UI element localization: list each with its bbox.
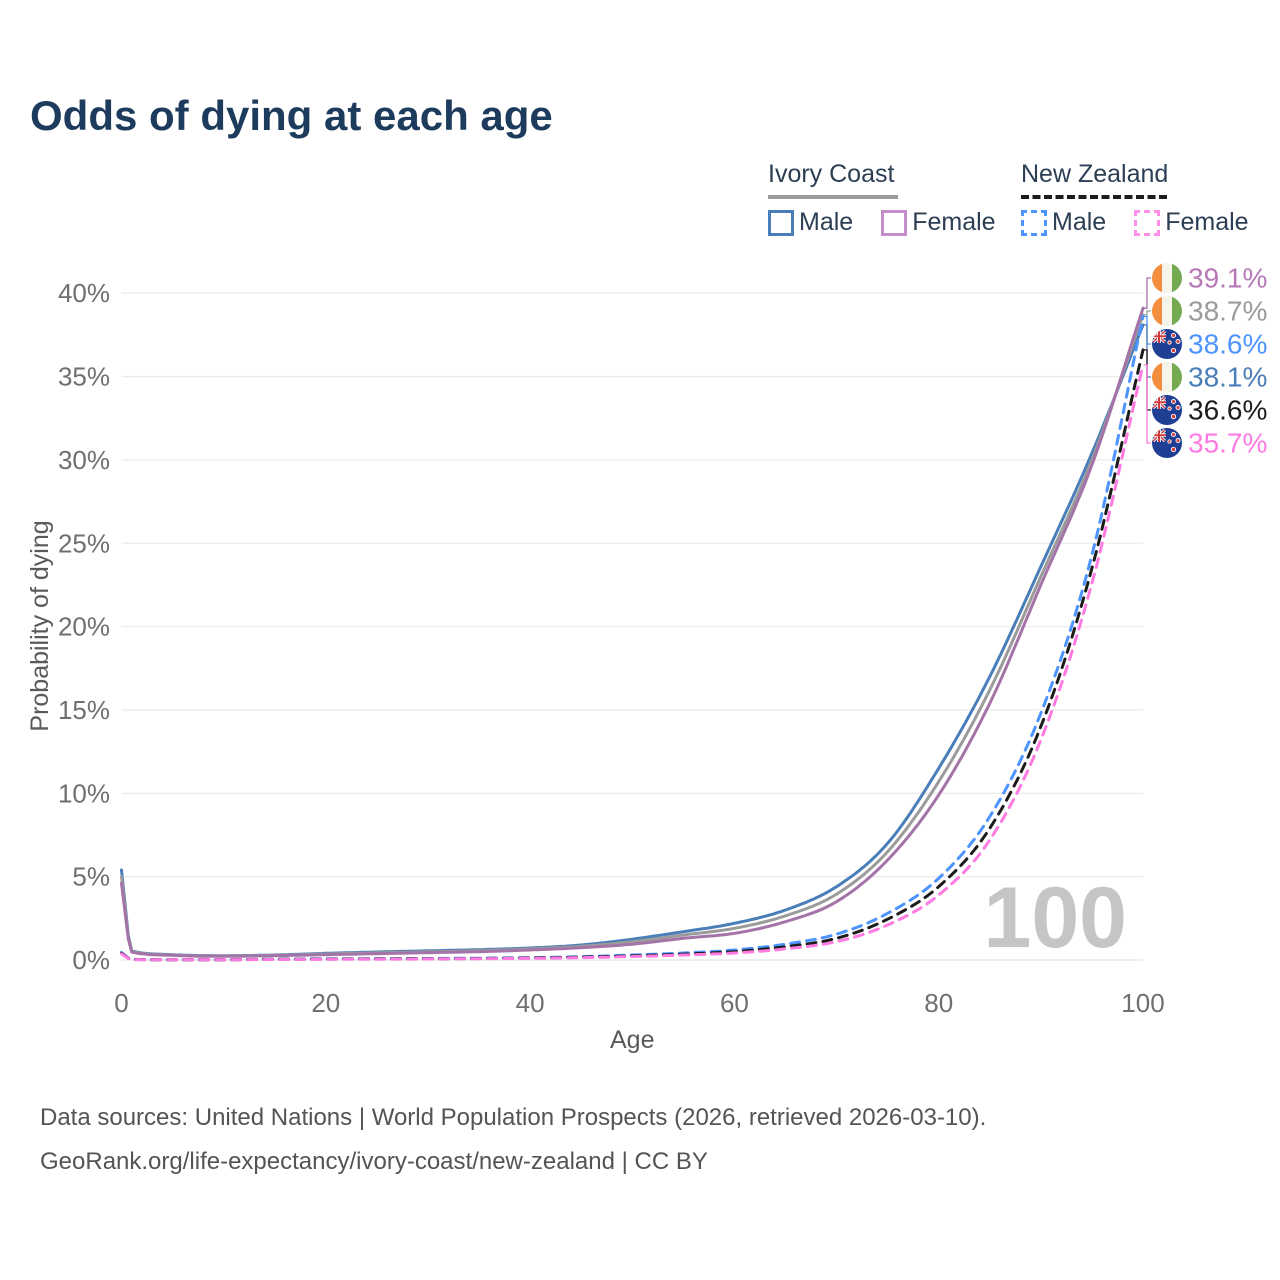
y-tick-label: 40%	[58, 278, 110, 308]
legend-item-new-zealand-male[interactable]: Male	[1021, 208, 1106, 237]
legend-item-ivory-coast-female[interactable]: Female	[881, 208, 996, 237]
x-tick-label: 0	[114, 988, 128, 1018]
new-zealand-flag-icon	[1152, 428, 1182, 458]
legend-item-new-zealand-female[interactable]: Female	[1134, 208, 1249, 237]
series-line-nz_both	[120, 348, 1145, 962]
watermark: 100	[984, 870, 1128, 966]
legend-underline-ivory-coast	[768, 195, 898, 199]
legend-item-label: Male	[1052, 208, 1107, 236]
ivory-coast-flag-icon	[1152, 362, 1182, 392]
x-axis-title: Age	[610, 1026, 654, 1054]
x-tick-label: 100	[1121, 988, 1164, 1018]
x-tick-label: 80	[924, 988, 953, 1018]
footer-attribution: GeoRank.org/life-expectancy/ivory-coast/…	[40, 1148, 708, 1175]
legend-group-new-zealand: New Zealand Male Female	[1021, 160, 1249, 237]
legend-country-ivory-coast: Ivory Coast	[768, 160, 895, 188]
end-label-value: 38.7%	[1188, 296, 1267, 327]
end-label-value: 39.1%	[1188, 263, 1267, 294]
end-label-leader	[1143, 364, 1151, 444]
footer-data-sources: Data sources: United Nations | World Pop…	[40, 1104, 987, 1131]
new-zealand-male-swatch-icon	[1021, 209, 1047, 236]
series-line-ic_male	[120, 323, 1145, 958]
ivory-coast-flag-icon	[1152, 263, 1182, 293]
x-tick-label: 20	[311, 988, 340, 1018]
footer: Data sources: United Nations | World Pop…	[40, 1096, 986, 1184]
watermark-age-label: 100	[984, 870, 1128, 966]
y-tick-label: 30%	[58, 445, 110, 475]
new-zealand-flag-icon	[1152, 329, 1182, 359]
series-line-ic_both	[120, 313, 1145, 958]
y-tick-label: 35%	[58, 362, 110, 392]
end-label-value: 38.6%	[1188, 329, 1267, 360]
y-tick-label: 0%	[72, 945, 110, 975]
legend-row-new-zealand: Male Female	[1021, 208, 1249, 237]
series-line-nz_female	[120, 363, 1145, 962]
end-label-leader	[1143, 277, 1151, 309]
legend-country-new-zealand: New Zealand	[1021, 160, 1169, 188]
new-zealand-female-swatch-icon	[1134, 209, 1161, 236]
x-tick-label: 60	[720, 988, 749, 1018]
y-axis-title: Probability of dying	[26, 520, 54, 731]
legend-row-ivory-coast: Male Female	[768, 208, 996, 237]
y-tick-label: 20%	[58, 612, 110, 642]
legend-item-label: Male	[799, 208, 854, 236]
end-label-value: 38.1%	[1188, 362, 1267, 393]
new-zealand-flag-icon	[1152, 395, 1182, 425]
y-tick-label: 25%	[58, 528, 110, 558]
legend-item-label: Female	[1165, 208, 1249, 236]
gridlines	[121, 292, 1143, 961]
x-tick-label: 40	[516, 988, 545, 1018]
axes: 0% 5% 10% 15% 20% 25% 30% 35% 40% 0 20 40 60 80 100 Age…	[26, 278, 1165, 1054]
end-label-value: 36.6%	[1188, 395, 1267, 426]
legend-underline-new-zealand	[1021, 195, 1167, 199]
ivory-coast-flag-icon	[1152, 296, 1182, 326]
ivory-coast-male-swatch-icon	[768, 209, 794, 236]
y-tick-label: 15%	[58, 695, 110, 725]
y-tick-label: 5%	[72, 862, 110, 892]
page-title: Odds of dying at each age	[30, 92, 553, 139]
end-labels: 39.1%38.7%38.6%38.1%36.6%35.7%	[1143, 263, 1267, 459]
end-label-leader	[1143, 310, 1151, 316]
legend-group-ivory-coast: Ivory Coast Male Female	[768, 160, 996, 237]
series-line-ic_female	[120, 306, 1145, 958]
series-line-nz_male	[120, 315, 1145, 962]
legend-item-ivory-coast-male[interactable]: Male	[768, 208, 853, 237]
ivory-coast-female-swatch-icon	[881, 209, 908, 236]
end-label-value: 35.7%	[1188, 428, 1267, 459]
legend-item-label: Female	[912, 208, 996, 236]
y-tick-label: 10%	[58, 778, 110, 808]
series-lines	[120, 306, 1145, 962]
